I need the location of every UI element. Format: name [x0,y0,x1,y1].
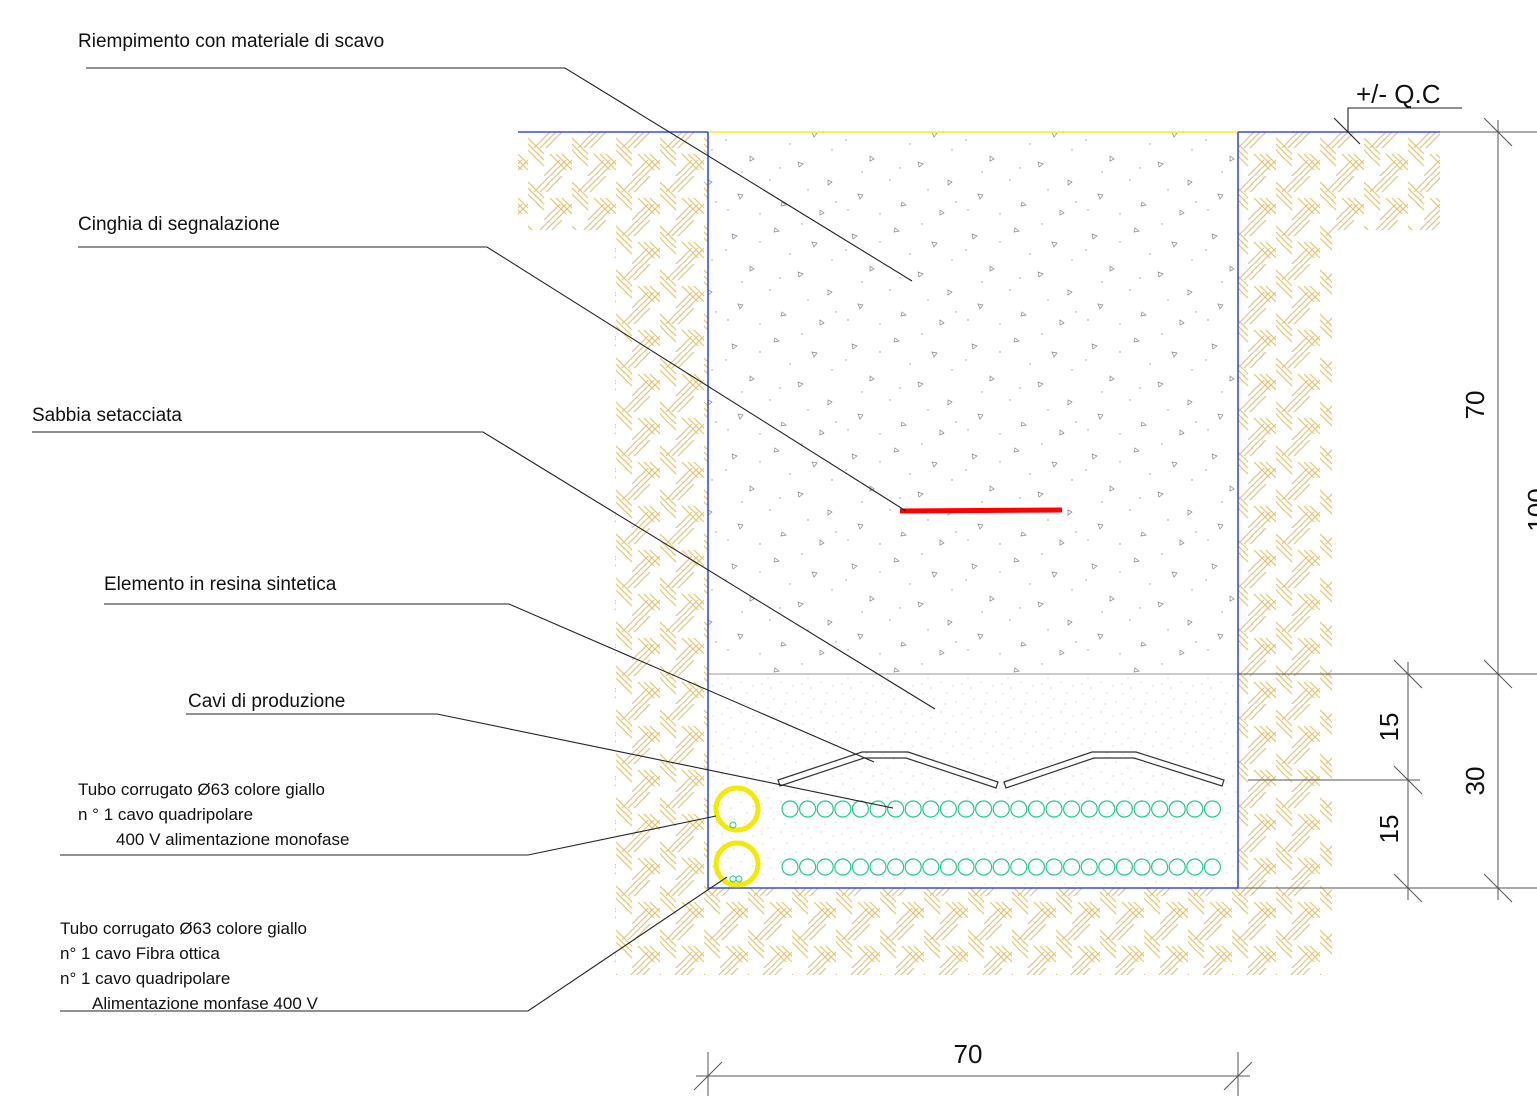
cable [1045,800,1063,818]
cable [816,858,834,876]
label-tube2-line3: n° 1 cavo quadripolare [60,969,230,988]
dim-width-tick-left [693,1061,723,1091]
conduit-upper-cable [729,821,737,829]
label-sand: Sabbia setacciata [32,405,182,426]
dim-backfill-depth: 70 [1460,391,1490,420]
cable [798,800,817,818]
label-warning-tape: Cinghia di segnalazione [78,214,280,235]
label-tube2-line4: Alimentazione monfase 400 V [92,994,319,1013]
cable [922,858,940,876]
cable [1168,858,1186,876]
cable [939,858,958,876]
cable [834,858,852,876]
cable [1150,800,1169,818]
cable [1010,800,1028,818]
label-tube1-line3: 400 V alimentazione monofase [116,830,349,849]
conduit-lower [713,840,761,888]
cable [1168,800,1186,818]
dim-inner-tick-bottom [1393,873,1423,903]
cable [1080,858,1098,876]
warning-tape [899,507,1063,514]
dim-outer-tick-mid [1483,659,1513,689]
sand-area [708,674,1238,888]
leader-backfill [86,67,913,282]
leader-production-cables [186,713,894,809]
cable [1027,858,1046,876]
cable [798,858,817,876]
cable [939,800,958,818]
cable [922,800,940,818]
leader-warning-tape [78,246,907,512]
dim-inner-tick-mid [1393,765,1423,795]
dim-outer-tick-top [1483,117,1513,147]
leader-tube1 [60,815,717,856]
cable [1098,800,1116,818]
leader-resin-element [104,603,875,763]
cable [1203,858,1222,876]
cable [904,800,922,818]
label-tube2-line1: Tubo corrugato Ø63 colore giallo [60,919,307,938]
dim-width-tick-right [1223,1061,1253,1091]
cable [886,858,905,876]
cable [816,800,834,818]
cable [1203,800,1222,818]
cable [1186,800,1204,818]
dim-upper-sand: 15 [1374,713,1404,742]
level-mark-tick [1333,117,1361,145]
cable [1027,800,1046,818]
cable [851,858,870,876]
cable [1062,800,1081,818]
backfill-area [708,132,1238,674]
leader-sand [32,431,936,710]
dim-inner-tick-top [1393,659,1423,689]
cable [886,800,905,818]
cable [1098,858,1116,876]
cable [992,800,1010,818]
cable [1115,800,1134,818]
cable [904,858,922,876]
cable [1150,858,1169,876]
label-production-cables: Cavi di produzione [188,691,345,712]
cable [869,858,887,876]
cable [1062,858,1081,876]
cable [1010,858,1028,876]
dim-outer-tick-bottom [1483,873,1513,903]
cable [1045,858,1063,876]
label-tube1-line1: Tubo corrugato Ø63 colore giallo [78,780,325,799]
level-mark-label: +/- Q.C [1356,79,1441,109]
leader-tube2 [60,876,728,1012]
label-resin-element: Elemento in resina sintetica [104,574,337,595]
cable [1186,858,1204,876]
label-tube1-line2: n ° 1 cavo quadripolare [78,805,253,824]
conduit-lower-cable-b [735,875,743,883]
cable [1133,858,1151,876]
dim-trench-width: 70 [954,1039,983,1069]
resin-element-left [777,751,999,789]
label-tube2-line2: n° 1 cavo Fibra ottica [60,944,220,963]
cable [992,858,1010,876]
level-mark-leader [1347,107,1462,132]
resin-element-right [1003,751,1225,789]
label-backfill: Riempimento con materiale di scavo [78,31,384,52]
cable [1133,800,1151,818]
cable [1080,800,1098,818]
cable [974,858,993,876]
cable [957,858,975,876]
conduit-upper [713,785,761,833]
production-cables-upper-row [781,800,1222,818]
cable [834,800,852,818]
dim-lower-sand: 15 [1374,815,1404,844]
cable [869,800,887,818]
trench-outline [707,132,1239,889]
cable [781,800,799,818]
dim-sand-total: 30 [1460,767,1490,796]
cable [974,800,993,818]
cable [781,858,799,876]
production-cables-lower-row [781,858,1222,876]
dim-total-depth: 100 [1522,488,1537,531]
soil-hatch [518,132,1440,975]
cable [957,800,975,818]
cable [1115,858,1134,876]
